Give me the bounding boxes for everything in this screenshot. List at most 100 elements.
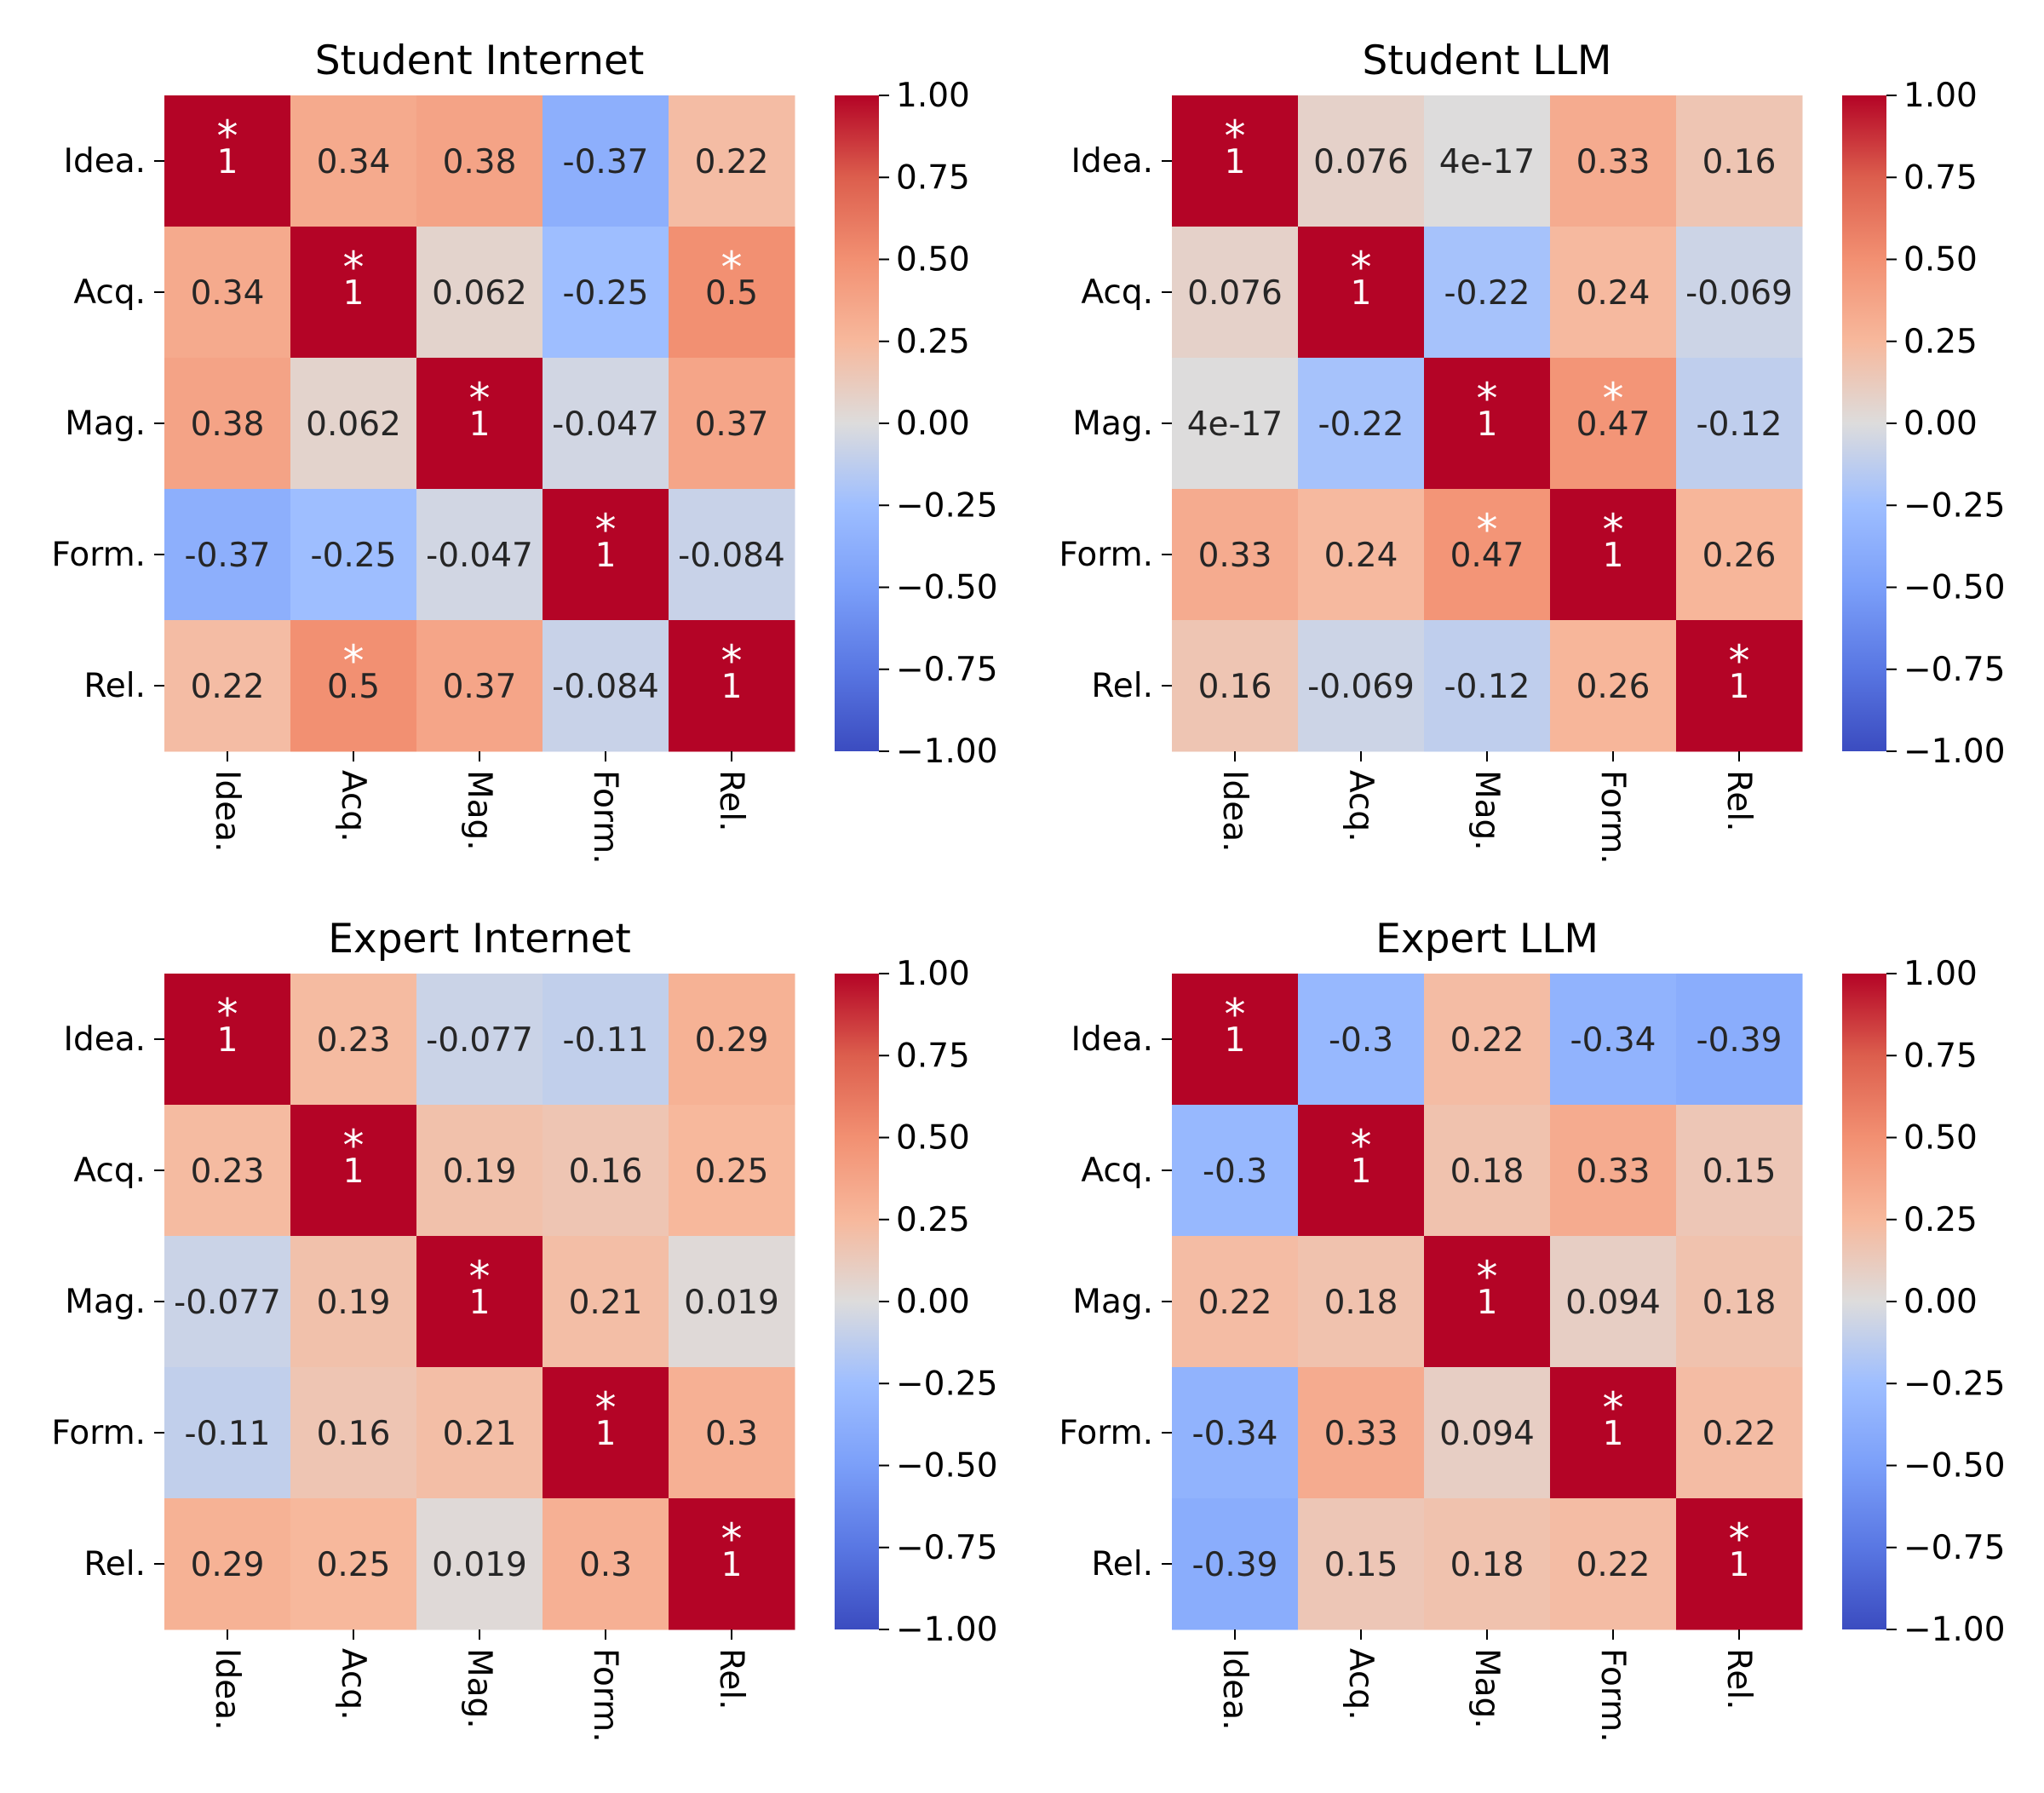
- colorbar: [1842, 95, 1886, 751]
- cell-value-label: 0.37: [443, 668, 517, 706]
- colorbar-tick-label: −1.00: [896, 733, 998, 771]
- heatmap-cell: [1172, 95, 1299, 227]
- y-tick-label: Form.: [1059, 536, 1153, 574]
- x-tick-label: Form.: [586, 1648, 624, 1743]
- heatmap-cell: [1550, 489, 1677, 621]
- heatmap-cell: [543, 227, 669, 359]
- cell-value-label: -0.25: [563, 274, 649, 313]
- heatmap-cell: [290, 227, 417, 359]
- heatmap-cell: [669, 1105, 795, 1237]
- cell-value-label: 0.22: [1450, 1021, 1524, 1060]
- colorbar-tick-label: −0.25: [1903, 1365, 2006, 1403]
- cell-value-label: 1: [1603, 1415, 1624, 1453]
- cell-value-label: 0.33: [1576, 143, 1651, 181]
- heatmap-cell: [290, 1498, 417, 1630]
- x-tick-label: Mag.: [1467, 1648, 1506, 1729]
- x-tick-label: Mag.: [1467, 770, 1506, 851]
- cell-value-label: -0.37: [563, 143, 649, 181]
- cell-value-label: 0.15: [1324, 1546, 1398, 1584]
- cell-value-label: 0.47: [1450, 537, 1524, 575]
- y-tick-label: Acq.: [73, 273, 146, 312]
- cell-value-label: -0.084: [552, 668, 659, 706]
- y-tick-label: Acq.: [1081, 1152, 1153, 1190]
- colorbar-tick-label: 0.50: [896, 1119, 970, 1158]
- significance-marker: *: [1225, 990, 1246, 1039]
- heatmap-cell: [1298, 358, 1425, 490]
- heatmap-cell: [1172, 974, 1299, 1106]
- heatmap-cell: [669, 1367, 795, 1499]
- heatmap-cell: [543, 1367, 669, 1499]
- cell-value-label: 0.37: [695, 405, 769, 444]
- colorbar: [1842, 974, 1886, 1629]
- heatmap-cell: [164, 1498, 291, 1630]
- colorbar-tick-label: 0.50: [1903, 241, 1978, 279]
- heatmap-cell: [1424, 974, 1551, 1106]
- y-tick-label: Idea.: [63, 142, 146, 181]
- cell-value-label: -0.11: [185, 1415, 271, 1453]
- colorbar: [835, 974, 879, 1629]
- heatmap-cell: [416, 95, 543, 227]
- significance-marker: *: [469, 1252, 491, 1302]
- colorbar-tick-label: 0.00: [1903, 405, 1978, 443]
- panel-title: Student Internet: [315, 37, 645, 84]
- colorbar-tick-label: 0.00: [896, 405, 970, 443]
- colorbar-tick-label: 0.25: [896, 323, 970, 361]
- heatmap-cell: [1172, 1105, 1299, 1237]
- heatmap-cell: [1172, 1367, 1299, 1499]
- heatmap-cell: [1298, 1105, 1425, 1237]
- colorbar-tick-label: −0.75: [1903, 651, 2006, 689]
- significance-marker: *: [1225, 112, 1246, 161]
- heatmap-cell: [290, 974, 417, 1106]
- cell-value-label: -0.37: [185, 537, 271, 575]
- heatmap-cell: [1298, 95, 1425, 227]
- heatmap-cell: [416, 620, 543, 752]
- colorbar-tick-label: 1.00: [896, 955, 970, 993]
- colorbar: [835, 95, 879, 751]
- heatmap-cell: [1172, 227, 1299, 359]
- cell-value-label: 0.25: [317, 1546, 391, 1584]
- significance-marker: *: [721, 636, 743, 686]
- colorbar-tick-label: −0.50: [1903, 569, 2006, 607]
- significance-marker: *: [217, 990, 238, 1039]
- colorbar-tick-label: −0.75: [896, 651, 998, 689]
- significance-marker: *: [1603, 505, 1624, 555]
- colorbar-tick-label: 0.25: [1903, 323, 1978, 361]
- cell-value-label: -0.084: [678, 537, 785, 575]
- cell-value-label: 0.16: [317, 1415, 391, 1453]
- cell-value-label: 1: [217, 1021, 238, 1060]
- cell-value-label: -0.34: [1570, 1021, 1656, 1060]
- heatmap-cell: [1676, 227, 1803, 359]
- cell-value-label: -0.39: [1697, 1021, 1783, 1060]
- heatmap-cell: [416, 1367, 543, 1499]
- cell-value-label: 0.22: [191, 668, 265, 706]
- y-tick-label: Rel.: [83, 667, 146, 705]
- colorbar-tick-label: 1.00: [896, 77, 970, 115]
- heatmap-cell: [164, 1105, 291, 1237]
- heatmap-cell: [164, 974, 291, 1106]
- heatmap-cell: [1298, 620, 1425, 752]
- cell-value-label: 0.076: [1313, 143, 1409, 181]
- heatmap-cell: [1424, 489, 1551, 621]
- cell-value-label: -0.069: [1685, 274, 1793, 313]
- x-tick-label: Idea.: [1215, 1648, 1254, 1731]
- colorbar-tick-label: −1.00: [896, 1611, 998, 1649]
- colorbar-tick-label: 0.75: [1903, 1037, 1978, 1075]
- significance-marker: *: [1729, 1514, 1750, 1564]
- heatmap-cell: [1424, 1498, 1551, 1630]
- colorbar-tick-label: 0.00: [1903, 1283, 1978, 1321]
- cell-value-label: -0.34: [1192, 1415, 1278, 1453]
- heatmap-cell: [1676, 1367, 1803, 1499]
- heatmap-cell: [543, 1498, 669, 1630]
- cell-value-label: 1: [1729, 668, 1750, 706]
- cell-value-label: 0.16: [1198, 668, 1272, 706]
- heatmap-cell: [1550, 1236, 1677, 1368]
- x-tick-label: Rel.: [1720, 770, 1758, 832]
- cell-value-label: 0.019: [684, 1284, 779, 1322]
- heatmap-cell: [1172, 1498, 1299, 1630]
- x-tick-label: Form.: [1593, 1648, 1632, 1743]
- heatmap-cell: [543, 620, 669, 752]
- significance-marker: *: [343, 243, 365, 292]
- cell-value-label: -0.22: [1444, 274, 1530, 313]
- colorbar-tick-label: 0.50: [1903, 1119, 1978, 1158]
